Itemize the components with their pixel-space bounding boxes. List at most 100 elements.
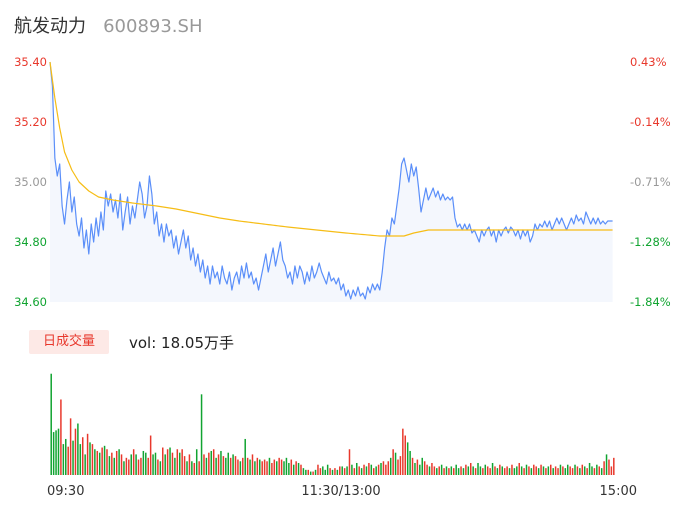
volume-bar xyxy=(533,464,535,475)
volume-bar xyxy=(523,468,525,475)
volume-bar xyxy=(132,449,135,475)
volume-bar xyxy=(382,461,385,475)
volume-bar xyxy=(576,466,579,475)
volume-bar xyxy=(503,468,506,475)
change-tick-label: 0.43% xyxy=(630,55,667,69)
volume-bar xyxy=(605,454,608,475)
volume-bar xyxy=(106,449,108,475)
volume-bar xyxy=(518,462,520,475)
volume-bar xyxy=(55,430,57,475)
volume-bar xyxy=(372,468,375,475)
volume-bar xyxy=(242,457,244,475)
volume-bar xyxy=(516,466,518,475)
volume-bar xyxy=(339,466,341,475)
volume-bar xyxy=(101,447,103,475)
volume-bar xyxy=(263,459,266,475)
volume-bar xyxy=(445,466,448,475)
volume-bar xyxy=(397,459,399,475)
volume-bar xyxy=(368,462,370,475)
volume-bar xyxy=(96,450,99,475)
volume-bar xyxy=(593,468,596,475)
volume-bar xyxy=(140,457,142,475)
volume-bar xyxy=(394,452,397,475)
volume-bar xyxy=(506,466,508,475)
volume-bar xyxy=(351,464,353,475)
volume-bar xyxy=(387,461,390,475)
volume-bar xyxy=(50,373,52,475)
volume-bar xyxy=(198,461,200,475)
volume-bar xyxy=(479,466,482,475)
volume-bar xyxy=(174,457,176,475)
volume-bar xyxy=(416,459,419,475)
change-tick-label: -1.28% xyxy=(630,235,671,249)
volume-bar xyxy=(183,456,186,475)
volume-bar xyxy=(402,428,404,475)
volume-bar xyxy=(542,466,545,475)
volume-bar xyxy=(431,462,433,475)
volume-bar xyxy=(84,454,86,475)
volume-bar xyxy=(275,461,278,475)
volume-bar xyxy=(69,418,72,475)
volume-bar xyxy=(62,444,65,475)
volume-bar xyxy=(254,461,256,475)
volume-bar xyxy=(486,466,489,475)
daily-volume-badge: 日成交量 xyxy=(29,330,109,354)
volume-bar xyxy=(246,457,249,475)
volume-bar xyxy=(608,459,610,475)
volume-bar xyxy=(494,466,496,475)
volume-bar xyxy=(331,469,334,475)
volume-bar xyxy=(603,461,605,475)
volume-bar xyxy=(128,459,130,475)
volume-bar xyxy=(283,461,285,475)
volume-bar xyxy=(65,438,67,475)
volume-bar xyxy=(81,437,84,475)
volume-bar xyxy=(98,452,101,475)
volume-bar xyxy=(234,456,237,475)
volume-bar xyxy=(491,462,494,475)
volume-bar xyxy=(130,454,132,475)
price-tick-label: 34.80 xyxy=(14,235,47,249)
volume-bar xyxy=(215,457,217,475)
volume-bar xyxy=(60,399,62,475)
volume-bar xyxy=(588,462,591,475)
volume-bar xyxy=(438,466,440,475)
volume-bar xyxy=(220,450,222,475)
volume-bar xyxy=(455,464,457,475)
volume-bar xyxy=(581,464,584,475)
daily-volume-badge-label: 日成交量 xyxy=(42,334,95,349)
volume-bar xyxy=(169,447,171,475)
volume-bar xyxy=(469,462,472,475)
volume-bar xyxy=(166,449,169,475)
volume-bar xyxy=(566,464,569,475)
volume-bar xyxy=(210,450,213,475)
volume-bar xyxy=(450,466,453,475)
volume-bar xyxy=(203,454,205,475)
volume-bar xyxy=(57,428,60,475)
volume-bar xyxy=(108,456,111,475)
volume-bar xyxy=(222,456,225,475)
volume-bar xyxy=(123,461,125,475)
volume-bar xyxy=(377,464,380,475)
volume-bar xyxy=(195,449,198,475)
volume-bar xyxy=(125,457,128,475)
volume-bar xyxy=(545,468,547,475)
volume-bar xyxy=(208,452,210,475)
volume-bar xyxy=(74,428,77,475)
volume-bar xyxy=(343,468,346,475)
volume-bar xyxy=(249,459,251,475)
price-line xyxy=(49,61,613,300)
volume-bar xyxy=(406,442,409,475)
volume-bar xyxy=(477,462,479,475)
volume-bar xyxy=(147,457,149,475)
volume-bar xyxy=(389,457,392,475)
volume-bar xyxy=(426,464,428,475)
volume-bar xyxy=(115,450,118,475)
volume-bar xyxy=(525,464,528,475)
volume-bar xyxy=(205,457,208,475)
price-tick-label: 35.40 xyxy=(14,55,47,69)
volume-bar xyxy=(162,447,164,475)
volume-bar xyxy=(309,471,312,475)
volume-bar xyxy=(77,423,79,475)
volume-bar xyxy=(188,454,191,475)
